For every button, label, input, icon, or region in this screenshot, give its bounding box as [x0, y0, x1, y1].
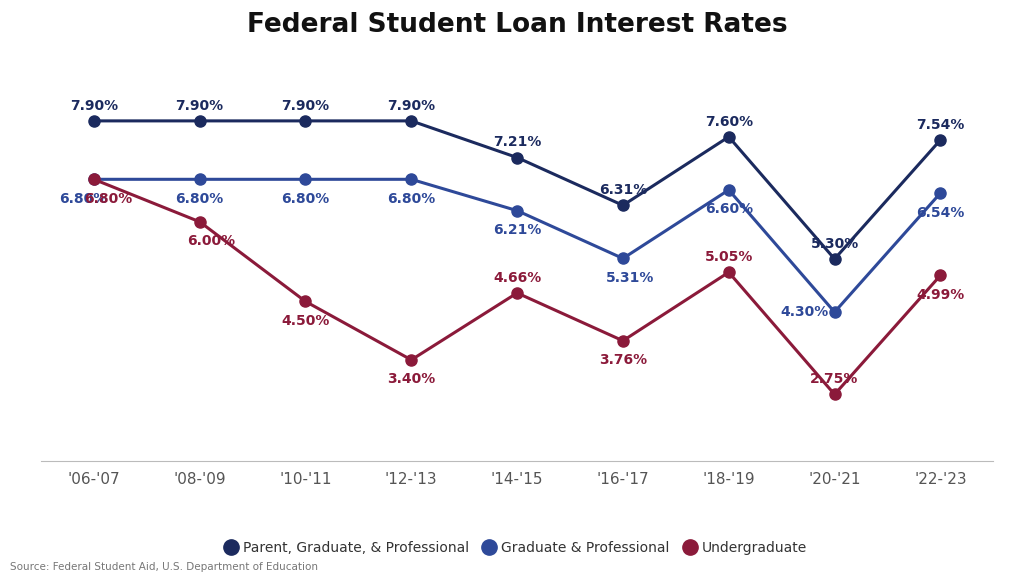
Line: Undergraduate: Undergraduate: [88, 174, 946, 400]
Undergraduate: [406, 357, 418, 363]
Undergraduate: [299, 298, 311, 305]
Parent, Graduate, & Professional: [88, 118, 100, 124]
Text: 6.21%: 6.21%: [493, 223, 542, 237]
Undergraduate: [511, 290, 523, 297]
Parent, Graduate, & Professional: [616, 202, 629, 209]
Graduate & Professional: [406, 176, 418, 183]
Text: 7.54%: 7.54%: [916, 118, 965, 132]
Text: 6.31%: 6.31%: [599, 183, 647, 197]
Undergraduate: [934, 272, 946, 279]
Undergraduate: [723, 269, 735, 276]
Text: 4.99%: 4.99%: [916, 288, 965, 302]
Parent, Graduate, & Professional: [934, 137, 946, 143]
Undergraduate: [194, 218, 206, 225]
Text: 6.00%: 6.00%: [186, 234, 234, 248]
Text: 6.60%: 6.60%: [705, 202, 753, 217]
Text: 6.80%: 6.80%: [387, 192, 435, 206]
Text: 4.30%: 4.30%: [780, 305, 828, 319]
Text: 5.30%: 5.30%: [810, 237, 859, 251]
Text: 2.75%: 2.75%: [810, 372, 859, 386]
Undergraduate: [828, 391, 841, 398]
Parent, Graduate, & Professional: [194, 118, 206, 124]
Undergraduate: [88, 176, 100, 183]
Parent, Graduate, & Professional: [828, 256, 841, 263]
Text: 4.50%: 4.50%: [282, 314, 330, 328]
Line: Graduate & Professional: Graduate & Professional: [88, 174, 946, 317]
Graduate & Professional: [934, 190, 946, 196]
Legend: Parent, Graduate, & Professional, Graduate & Professional, Undergraduate: Parent, Graduate, & Professional, Gradua…: [222, 535, 812, 560]
Graduate & Professional: [616, 255, 629, 262]
Text: 5.31%: 5.31%: [605, 271, 654, 285]
Text: 7.60%: 7.60%: [705, 115, 753, 128]
Graduate & Professional: [88, 176, 100, 183]
Graduate & Professional: [194, 176, 206, 183]
Parent, Graduate, & Professional: [723, 134, 735, 141]
Text: 3.76%: 3.76%: [599, 353, 647, 367]
Parent, Graduate, & Professional: [406, 118, 418, 124]
Title: Federal Student Loan Interest Rates: Federal Student Loan Interest Rates: [247, 13, 787, 39]
Text: 3.40%: 3.40%: [387, 372, 435, 386]
Text: 4.66%: 4.66%: [493, 271, 542, 285]
Graduate & Professional: [723, 187, 735, 194]
Text: 5.05%: 5.05%: [705, 250, 753, 264]
Text: 6.80%: 6.80%: [175, 192, 224, 206]
Graduate & Professional: [511, 207, 523, 214]
Parent, Graduate, & Professional: [511, 154, 523, 161]
Parent, Graduate, & Professional: [299, 118, 311, 124]
Text: 6.54%: 6.54%: [916, 206, 965, 219]
Text: 6.80%: 6.80%: [58, 192, 106, 206]
Text: 6.80%: 6.80%: [282, 192, 330, 206]
Text: 7.90%: 7.90%: [282, 98, 330, 112]
Graduate & Professional: [299, 176, 311, 183]
Undergraduate: [616, 338, 629, 344]
Line: Parent, Graduate, & Professional: Parent, Graduate, & Professional: [88, 115, 946, 264]
Text: 7.90%: 7.90%: [387, 98, 435, 112]
Text: 7.21%: 7.21%: [493, 135, 542, 149]
Text: Source: Federal Student Aid, U.S. Department of Education: Source: Federal Student Aid, U.S. Depart…: [10, 562, 318, 572]
Text: 7.90%: 7.90%: [176, 98, 223, 112]
Graduate & Professional: [828, 309, 841, 316]
Text: 6.80%: 6.80%: [84, 192, 132, 206]
Text: 7.90%: 7.90%: [70, 98, 118, 112]
